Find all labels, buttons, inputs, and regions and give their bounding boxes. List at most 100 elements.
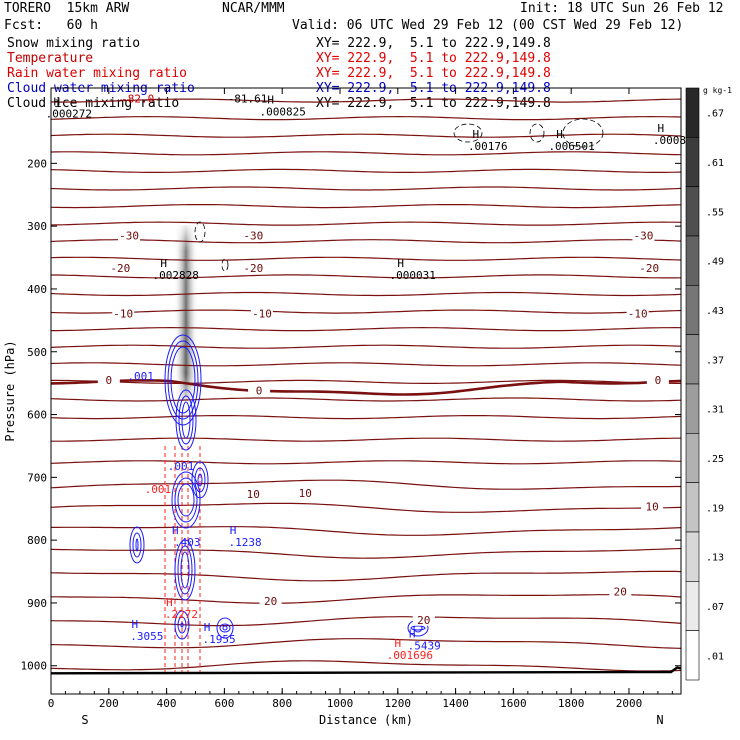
contour-label: -82.0 bbox=[121, 92, 154, 105]
isotherm-label: 20 bbox=[264, 595, 277, 608]
cloud-ice-contour bbox=[529, 123, 545, 143]
cloud-water-contour bbox=[170, 346, 196, 414]
maximum-marker: H bbox=[160, 257, 167, 270]
x-end-label-north: N bbox=[656, 713, 663, 727]
isotherm-label: 10 bbox=[645, 501, 658, 514]
maximum-marker: H bbox=[131, 618, 138, 631]
y-tick-label: 300 bbox=[27, 220, 47, 233]
isotherm-line bbox=[50, 502, 682, 513]
maximum-value: .403 bbox=[174, 536, 201, 549]
isotherm-line bbox=[50, 547, 682, 559]
legend-xy-temperature: XY= 222.9, 5.1 to 222.9,149.8 bbox=[316, 51, 551, 66]
isotherm-line bbox=[50, 479, 681, 490]
isotherm-label-bg bbox=[248, 384, 271, 397]
isotherm-label: -30 bbox=[633, 229, 653, 242]
cloud-water-contour bbox=[178, 395, 194, 445]
isotherm-label: -10 bbox=[252, 307, 272, 320]
x-tick-label: 0 bbox=[48, 697, 55, 710]
colorbar-swatch bbox=[685, 482, 700, 533]
isotherm-label: -20 bbox=[110, 262, 130, 275]
isotherm-label: 20 bbox=[417, 614, 430, 627]
isotherm-label-bg bbox=[638, 262, 661, 275]
maximum-marker: H bbox=[473, 128, 480, 141]
y-axis-label: Pressure (hPa) bbox=[3, 340, 17, 441]
isotherm-line bbox=[51, 526, 682, 536]
zero-isotherm bbox=[50, 379, 682, 396]
colorbar-swatch bbox=[685, 137, 700, 187]
cloud-water-contour bbox=[132, 532, 142, 558]
y-tick-label: 400 bbox=[27, 283, 47, 296]
colorbar-tick-label: .19 bbox=[706, 503, 724, 514]
forecast-hour: Fcst: 60 h bbox=[4, 18, 98, 33]
maximum-value: .006501 bbox=[548, 140, 594, 153]
colorbar-tick-label: .31 bbox=[706, 405, 724, 416]
isotherm-label-bg bbox=[242, 262, 265, 275]
colorbar-swatch bbox=[685, 235, 700, 286]
isotherm-line bbox=[51, 326, 682, 332]
maximum-value: .3055 bbox=[130, 630, 163, 643]
isotherm-line bbox=[50, 344, 682, 349]
isotherm-label-bg bbox=[609, 585, 632, 598]
isotherm-line bbox=[51, 379, 681, 384]
x-tick-label: 200 bbox=[99, 697, 119, 710]
isotherm-label-bg bbox=[242, 488, 265, 501]
colorbar-tick-label: .07 bbox=[706, 602, 724, 613]
isotherm-line bbox=[50, 186, 682, 191]
cloud-water-contour bbox=[180, 551, 190, 589]
isotherm-label-bg bbox=[632, 229, 655, 242]
cloud-water-contour bbox=[164, 334, 202, 426]
isotherm-line bbox=[50, 660, 682, 672]
colorbar-swatch bbox=[685, 581, 700, 631]
colorbar-swatch bbox=[685, 531, 700, 582]
isotherm-label-bg bbox=[412, 613, 435, 626]
colorbar-swatch bbox=[685, 334, 700, 385]
isotherm-label: -10 bbox=[628, 307, 648, 320]
maximum-value: .000272 bbox=[46, 108, 92, 121]
isotherm-label: -20 bbox=[243, 262, 263, 275]
maximum-marker: H bbox=[230, 524, 237, 537]
cloud-water-contour bbox=[171, 471, 201, 529]
colorbar-tick-label: .55 bbox=[706, 207, 724, 218]
isotherm-label-bg bbox=[294, 486, 317, 499]
x-tick-label: 1000 bbox=[327, 697, 354, 710]
colorbar-tick-label: .49 bbox=[706, 257, 724, 268]
x-tick-label: 600 bbox=[214, 697, 234, 710]
maximum-marker: H bbox=[397, 257, 404, 270]
isotherm-label-bg bbox=[626, 307, 649, 320]
maximum-value: .001696 bbox=[387, 649, 433, 662]
x-tick-label: 1400 bbox=[442, 697, 469, 710]
isotherm-line bbox=[50, 168, 682, 173]
colorbar-tick-label: .37 bbox=[706, 355, 724, 366]
legend-label-cloud-ice: Cloud ice mixing ratio bbox=[7, 96, 180, 111]
maximum-value: .002828 bbox=[153, 269, 199, 282]
cloud-water-contour bbox=[191, 461, 209, 499]
isotherm-line bbox=[50, 397, 682, 402]
colorbar-tick-label: .25 bbox=[706, 454, 724, 465]
cloud-water-contour bbox=[135, 538, 139, 552]
x-axis-label: Distance (km) bbox=[319, 713, 413, 727]
x-tick-label: 1200 bbox=[385, 697, 412, 710]
isotherm-label-bg bbox=[259, 594, 282, 607]
cloud-ice-contour bbox=[221, 258, 229, 272]
cloud-water-contour bbox=[177, 616, 187, 634]
cloud-water-contour bbox=[180, 622, 184, 628]
colorbar-tick-label: .43 bbox=[706, 306, 724, 317]
isotherm-label: -30 bbox=[119, 229, 139, 242]
model-title: TORERO 15km ARW bbox=[4, 1, 130, 16]
maximum-marker: H bbox=[166, 596, 173, 609]
legend-label-rain: Rain water mixing ratio bbox=[7, 66, 188, 81]
colorbar-swatch bbox=[685, 630, 700, 681]
isotherm-line bbox=[50, 204, 682, 209]
cloud-water-contour bbox=[177, 545, 193, 595]
valid-time: Valid: 06 UTC Wed 29 Feb 12 (00 CST Wed … bbox=[292, 18, 684, 33]
isotherm-line bbox=[50, 115, 682, 121]
isotherm-line bbox=[50, 291, 682, 297]
isotherm-line bbox=[50, 256, 682, 261]
x-tick-label: 800 bbox=[272, 697, 292, 710]
contour-label: .001 bbox=[127, 370, 154, 383]
cloud-water-contour bbox=[174, 477, 198, 523]
colorbar-tick-label: .13 bbox=[706, 553, 724, 564]
cloud-water-contour bbox=[175, 389, 197, 451]
isotherm-line bbox=[50, 616, 682, 627]
isotherm-label-bg bbox=[109, 262, 132, 275]
